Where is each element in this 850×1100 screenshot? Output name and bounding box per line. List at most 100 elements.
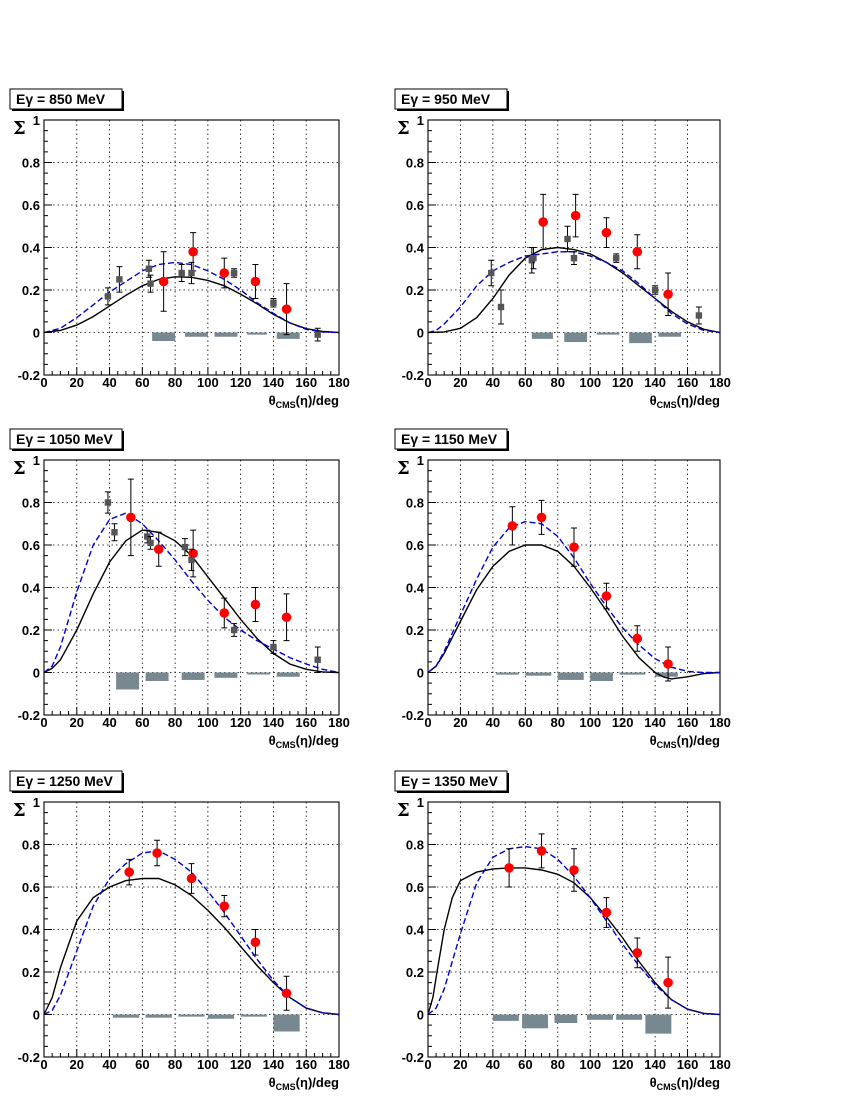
x-tick-label: 140 — [644, 715, 666, 730]
data-point-square — [651, 286, 659, 294]
x-tick-label: 100 — [579, 375, 601, 390]
systematic-bar — [616, 1014, 643, 1020]
x-tick-label: 180 — [328, 715, 350, 730]
systematic-bar — [273, 1014, 300, 1032]
y-tick-label: 1 — [33, 795, 40, 810]
y-axis-label: Σ — [397, 118, 410, 139]
data-point-circle — [570, 210, 581, 221]
y-tick-label: 0.8 — [406, 156, 424, 171]
data-point-square — [116, 276, 123, 283]
data-point-circle — [507, 521, 518, 531]
y-tick-label: 0.6 — [22, 880, 40, 895]
data-point-square — [147, 280, 154, 287]
x-tick-label: 60 — [518, 1057, 532, 1072]
x-tick-label: 120 — [612, 1057, 634, 1072]
data-point-square — [314, 331, 321, 338]
model-curve-solid — [43, 276, 340, 334]
systematic-bar — [557, 672, 584, 680]
y-tick-label: 0.6 — [406, 198, 424, 213]
panel-title: Eγ = 1350 MeV — [401, 773, 499, 789]
x-tick-label: 160 — [677, 1057, 699, 1072]
data-point-circle — [632, 246, 643, 257]
data-series-circles — [504, 833, 673, 1009]
x-tick-label: 100 — [197, 715, 219, 730]
data-point-circle — [188, 246, 198, 257]
y-tick-label: 1 — [33, 453, 40, 468]
panel-title: Eγ = 1250 MeV — [16, 773, 114, 789]
model-curve-dashed — [427, 520, 720, 674]
data-point-square — [612, 254, 620, 262]
y-tick-label: 0.6 — [406, 880, 424, 895]
systematic-bars — [496, 672, 678, 681]
x-axis-label: θCMS(η)/deg — [269, 1075, 339, 1092]
systematic-bar — [276, 332, 300, 339]
y-axis-label: Σ — [397, 458, 410, 479]
data-point-square — [145, 265, 153, 272]
y-tick-label: 0.2 — [22, 283, 40, 298]
x-tick-label: 40 — [102, 1057, 116, 1072]
x-tick-label: 0 — [424, 715, 431, 730]
x-tick-label: 80 — [551, 715, 565, 730]
y-tick-label: 1 — [417, 453, 424, 468]
y-tick-label: 0.8 — [406, 496, 424, 511]
chart-panel-4: 0 20 40 60 80 100 120 140 160 180-0.200.20.40.60.… — [394, 428, 731, 750]
y-tick-label: 0.2 — [406, 965, 424, 980]
data-series-circles — [124, 839, 292, 1011]
x-tick-label: 180 — [709, 375, 731, 390]
data-point-square — [104, 293, 112, 300]
data-series-circles — [507, 499, 673, 682]
data-point-circle — [281, 988, 292, 999]
x-tick-label: 20 — [453, 375, 467, 390]
data-point-circle — [663, 977, 673, 988]
systematic-bar — [247, 332, 267, 335]
systematic-bar — [655, 672, 678, 677]
systematic-bar — [525, 672, 552, 676]
systematic-bar — [522, 1014, 549, 1029]
y-axis-label: Σ — [13, 458, 26, 479]
x-tick-label: 80 — [551, 375, 565, 390]
data-point-circle — [663, 289, 673, 300]
panel-title-box: Eγ = 850 MeV — [9, 88, 124, 111]
panel-title-box: Eγ = 1150 MeV — [394, 428, 509, 451]
y-axis-label: Σ — [13, 118, 26, 139]
data-point-circle — [569, 542, 579, 552]
systematic-bar — [181, 672, 205, 680]
x-tick-label: 120 — [612, 375, 634, 390]
panel-title: Eγ = 1050 MeV — [16, 431, 114, 447]
y-tick-label: 0.8 — [406, 838, 424, 853]
x-tick-label: 80 — [168, 375, 182, 390]
x-tick-label: 40 — [486, 375, 500, 390]
systematic-bar — [112, 1014, 140, 1018]
data-series-squares — [104, 491, 321, 673]
x-tick-label: 40 — [102, 715, 116, 730]
x-tick-label: 160 — [677, 375, 699, 390]
systematic-bar — [492, 1014, 519, 1021]
x-tick-label: 60 — [518, 375, 532, 390]
data-point-circle — [281, 304, 292, 314]
x-tick-label: 120 — [230, 375, 252, 390]
panel-title-box: Eγ = 1350 MeV — [394, 770, 509, 793]
systematic-bar — [145, 1014, 172, 1018]
y-tick-label: 0.6 — [22, 538, 40, 553]
data-point-square — [570, 254, 578, 262]
systematic-bar — [214, 332, 238, 337]
systematic-bar — [564, 332, 587, 343]
systematic-bar — [116, 672, 140, 690]
y-tick-label: 0.2 — [406, 283, 424, 298]
y-tick-label: 0 — [417, 326, 424, 341]
data-point-circle — [536, 512, 547, 523]
y-tick-label: -0.2 — [18, 708, 40, 723]
systematic-bar — [152, 332, 176, 341]
y-tick-label: 0.8 — [22, 156, 40, 171]
panel-title-box: Eγ = 1050 MeV — [9, 428, 124, 451]
x-tick-label: 100 — [197, 375, 219, 390]
chart-panel-6: 0 20 40 60 80 100 120 140 160 180-0.200.20.40.60.… — [394, 770, 731, 1092]
systematic-bar — [554, 1014, 578, 1023]
data-point-square — [178, 269, 185, 277]
systematic-bars — [531, 332, 682, 344]
x-tick-label: 140 — [263, 375, 285, 390]
x-tick-label: 140 — [263, 1057, 285, 1072]
systematic-bars — [112, 1014, 300, 1032]
x-tick-label: 80 — [551, 1057, 565, 1072]
y-tick-label: 0.4 — [22, 241, 41, 256]
